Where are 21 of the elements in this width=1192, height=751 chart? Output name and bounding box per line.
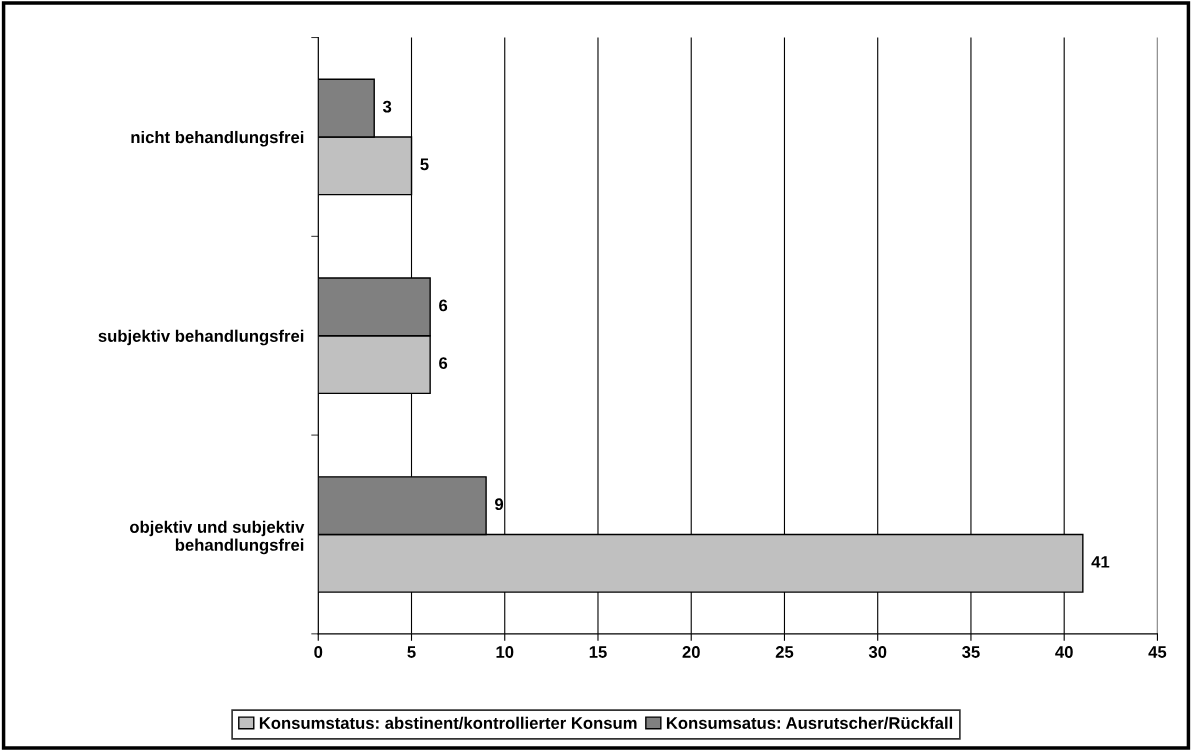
y-tick-label: nicht behandlungsfrei: [131, 130, 304, 147]
x-tick-label: 35: [962, 646, 980, 658]
data-label: 3: [382, 100, 392, 113]
y-tick-label: objektiv und subjektiv behandlungsfrei: [130, 520, 305, 555]
data-label: 6: [439, 357, 448, 369]
data-label: 5: [420, 158, 429, 171]
legend-label: Konsumsatus: Ausrutscher/Rückfall: [666, 716, 953, 730]
x-tick-label: 45: [1148, 646, 1167, 658]
x-tick-label: 30: [868, 646, 887, 658]
data-label: 41: [1091, 556, 1110, 568]
x-tick-label: 10: [496, 646, 514, 658]
y-tick-label: subjektiv behandlungsfrei: [98, 329, 304, 346]
x-tick-label: 40: [1055, 646, 1073, 658]
x-tick-label: 0: [314, 646, 323, 658]
x-tick-label: 5: [407, 646, 416, 658]
data-label: 6: [439, 299, 448, 312]
x-tick-label: 15: [589, 646, 607, 658]
legend-label: Konsumstatus: abstinent/kontrollierter Konsum: [259, 716, 637, 730]
x-tick-label: 20: [682, 646, 700, 658]
x-tick-label: 25: [775, 646, 794, 658]
data-label: 9: [495, 498, 504, 511]
